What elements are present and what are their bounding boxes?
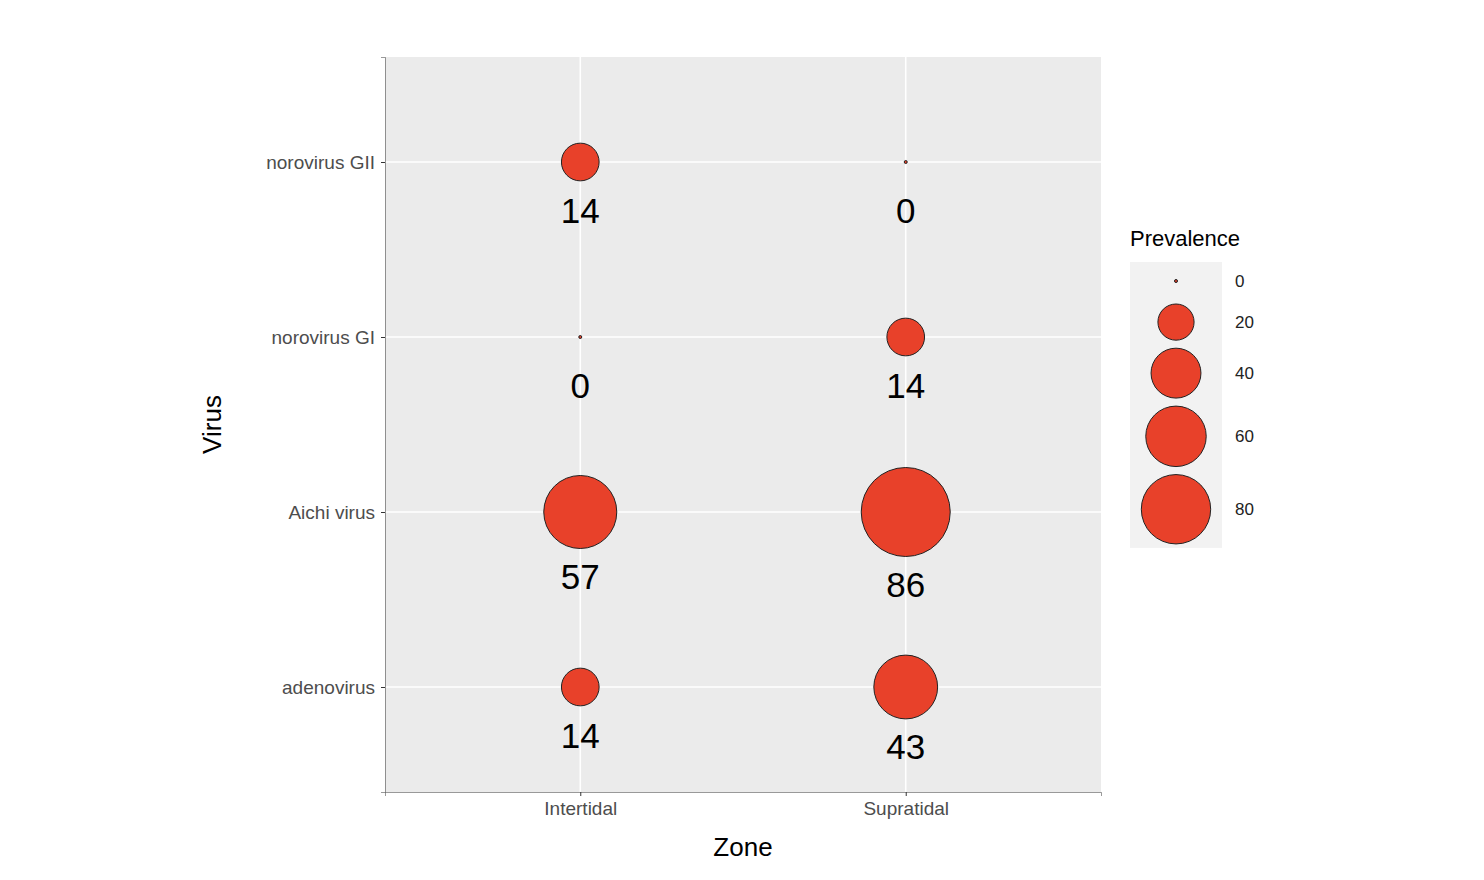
- tick-mark: [381, 687, 385, 688]
- tick: Intertidal: [544, 792, 617, 819]
- bubbles: [544, 143, 950, 719]
- bubble: [861, 468, 950, 557]
- data-label: 14: [886, 366, 925, 405]
- legend-label: 20: [1235, 313, 1254, 332]
- axis-line: [381, 58, 386, 793]
- y-axis-title: Virus: [197, 395, 227, 454]
- bubble: [579, 336, 582, 339]
- x-axis: Intertidal Supratidal: [386, 792, 1102, 819]
- legend-bubble: [1151, 348, 1201, 398]
- tick-label: Supratidal: [863, 798, 949, 819]
- legend-key-background: [1130, 262, 1222, 548]
- tick: Aichi virus: [288, 502, 385, 523]
- chart: Intertidal Supratidal adenovirus Aichi viru…: [0, 0, 1484, 880]
- bubble: [561, 668, 599, 706]
- tick: norovirus GI: [272, 327, 385, 348]
- legend-bubble: [1141, 475, 1210, 544]
- legend-title: Prevalence: [1130, 226, 1240, 251]
- tick-label: norovirus GII: [266, 152, 375, 173]
- legend-label: 80: [1235, 500, 1254, 519]
- data-label: 0: [571, 366, 590, 405]
- tick-mark: [381, 162, 385, 163]
- legend-label: 0: [1235, 272, 1244, 291]
- tick-label: adenovirus: [282, 677, 375, 698]
- data-label: 43: [886, 727, 925, 766]
- bubble: [544, 475, 617, 548]
- y-axis: adenovirus Aichi virus norovirus GI norovir…: [266, 58, 385, 793]
- legend-label: 60: [1235, 427, 1254, 446]
- tick-label: Aichi virus: [288, 502, 375, 523]
- grid: [385, 57, 1101, 792]
- bubble: [887, 318, 925, 356]
- data-label: 0: [896, 191, 915, 230]
- legend-bubble: [1158, 304, 1194, 340]
- tick: adenovirus: [282, 677, 385, 698]
- tick-label: Intertidal: [544, 798, 617, 819]
- data-labels: 14 43 57 86 0 14 14 0: [561, 191, 925, 767]
- tick: Supratidal: [863, 792, 949, 819]
- grid-line: [385, 511, 1101, 513]
- tick-label: norovirus GI: [272, 327, 375, 348]
- data-label: 14: [561, 191, 600, 230]
- plot-background: [385, 57, 1101, 792]
- legend-bubble: [1175, 280, 1178, 283]
- tick: norovirus GII: [266, 152, 385, 173]
- legend: Prevalence 0 20 40 60 80: [1130, 226, 1254, 548]
- legend-bubble: [1146, 406, 1206, 466]
- tick-mark: [381, 512, 385, 513]
- tick-mark: [580, 792, 581, 796]
- x-axis-title: Zone: [713, 832, 772, 862]
- data-label: 14: [561, 716, 600, 755]
- axis-line: [386, 793, 1102, 797]
- grid-line: [385, 161, 1101, 163]
- bubble: [904, 161, 907, 164]
- bubble: [874, 655, 938, 719]
- tick-mark: [906, 792, 907, 796]
- bubble: [561, 143, 599, 181]
- data-label: 86: [886, 565, 925, 604]
- data-label: 57: [561, 557, 600, 596]
- legend-label: 40: [1235, 364, 1254, 383]
- tick-mark: [381, 337, 385, 338]
- grid-line: [385, 336, 1101, 338]
- grid-line: [385, 686, 1101, 688]
